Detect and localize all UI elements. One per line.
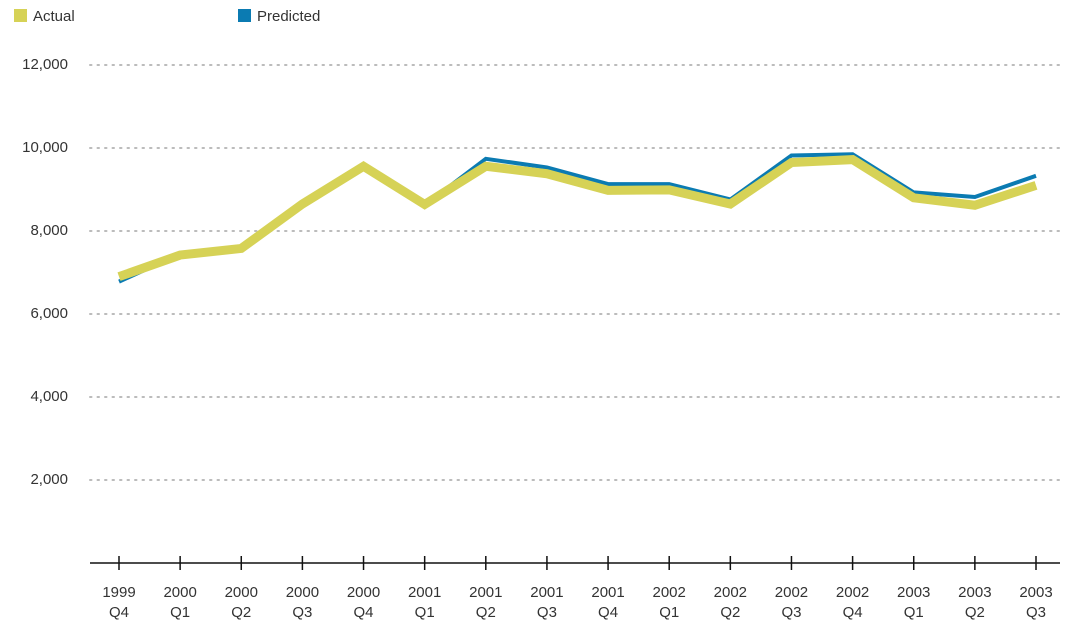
x-tick-label: 2000 Q2 (225, 584, 258, 621)
x-tick-label: 2003 Q3 (1019, 584, 1052, 621)
y-tick-label: 12,000 (22, 56, 68, 73)
x-tick-label: 2002 Q3 (775, 584, 808, 621)
series-line (117, 155, 1038, 281)
series-line (118, 152, 1037, 284)
x-tick-label: 1999 Q4 (102, 584, 135, 621)
legend-label: Predicted (257, 8, 320, 25)
y-tick-label: 6,000 (30, 305, 68, 322)
x-tick-label: 2001 Q3 (530, 584, 563, 621)
x-tick-label: 2002 Q1 (653, 584, 686, 621)
legend-label: Actual (33, 8, 75, 25)
x-tick-label: 2002 Q4 (836, 584, 869, 621)
x-tick-label: 2002 Q2 (714, 584, 747, 621)
y-tick-label: 4,000 (30, 388, 68, 405)
x-tick-label: 2000 Q1 (163, 584, 196, 621)
x-tick-label: 2001 Q2 (469, 584, 502, 621)
y-tick-label: 2,000 (30, 471, 68, 488)
x-tick-label: 2001 Q4 (591, 584, 624, 621)
y-tick-label: 10,000 (22, 139, 68, 156)
x-tick-label: 2000 Q4 (347, 584, 380, 621)
y-tick-label: 8,000 (30, 222, 68, 239)
legend-swatch (238, 9, 251, 22)
x-tick-label: 2000 Q3 (286, 584, 319, 621)
x-tick-label: 2001 Q1 (408, 584, 441, 621)
legend-swatch (14, 9, 27, 22)
x-tick-label: 2003 Q1 (897, 584, 930, 621)
x-tick-label: 2003 Q2 (958, 584, 991, 621)
